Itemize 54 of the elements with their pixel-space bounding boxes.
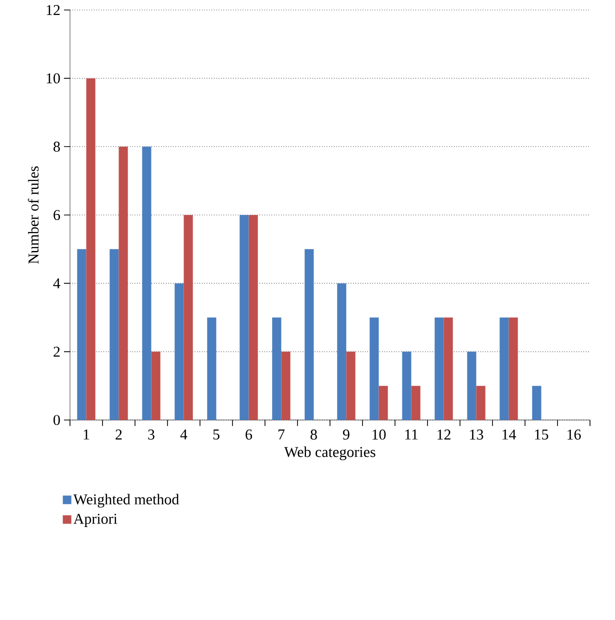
x-tick-label: 2: [116, 430, 122, 440]
x-tick-label: 9: [342, 430, 350, 440]
y-tick-label: 8: [54, 142, 60, 152]
bar: [142, 146, 152, 420]
x-tick-label: 5: [213, 430, 220, 440]
bar: [86, 78, 96, 420]
bar: [500, 318, 509, 420]
bar: [444, 318, 453, 420]
bar: [272, 318, 282, 420]
bar: [174, 283, 184, 420]
legend-label: Weighted method: [73, 494, 179, 508]
bar: [532, 386, 542, 420]
y-tick-label: 10: [46, 73, 60, 84]
bar: [281, 352, 290, 420]
x-tick-label: 13: [470, 430, 484, 440]
bar: [370, 318, 379, 420]
x-tick-label: 16: [568, 430, 581, 440]
bar: [118, 146, 128, 420]
bar: [337, 283, 346, 420]
bar: [184, 214, 193, 420]
bar: [467, 352, 476, 420]
bar: [476, 386, 486, 420]
x-tick-label: 4: [180, 430, 188, 440]
x-tick-label: 6: [246, 430, 252, 440]
bar: [346, 352, 356, 420]
bar: [248, 214, 258, 420]
x-tick-label: 15: [535, 430, 548, 440]
bar: [151, 352, 160, 420]
bar: [378, 386, 388, 420]
x-tick-label: 3: [148, 430, 154, 440]
x-tick-label: 10: [372, 430, 386, 440]
y-axis-title: Number of rules: [28, 166, 39, 264]
bar: [304, 249, 314, 420]
bar: [411, 386, 420, 420]
y-tick-label: 0: [54, 414, 60, 426]
bar: [240, 214, 249, 420]
bar: [508, 318, 518, 420]
bar: [434, 318, 444, 420]
bar: [110, 249, 119, 420]
bar: [207, 318, 216, 420]
x-tick-label: 12: [438, 430, 450, 440]
legend-label: Apriori: [73, 514, 118, 527]
y-tick-label: 4: [53, 278, 60, 288]
bar: [77, 249, 86, 420]
x-tick-label: 8: [310, 430, 317, 440]
y-tick-label: 2: [54, 346, 60, 357]
x-tick-label: 7: [278, 430, 285, 440]
y-tick-label: 6: [54, 210, 60, 220]
x-tick-label: 14: [502, 430, 516, 440]
y-tick-label: 12: [46, 5, 60, 15]
x-tick-label: 1: [84, 430, 90, 440]
x-axis-title: Web categories: [284, 446, 376, 460]
bar: [402, 352, 412, 420]
x-tick-label: 11: [405, 430, 418, 440]
